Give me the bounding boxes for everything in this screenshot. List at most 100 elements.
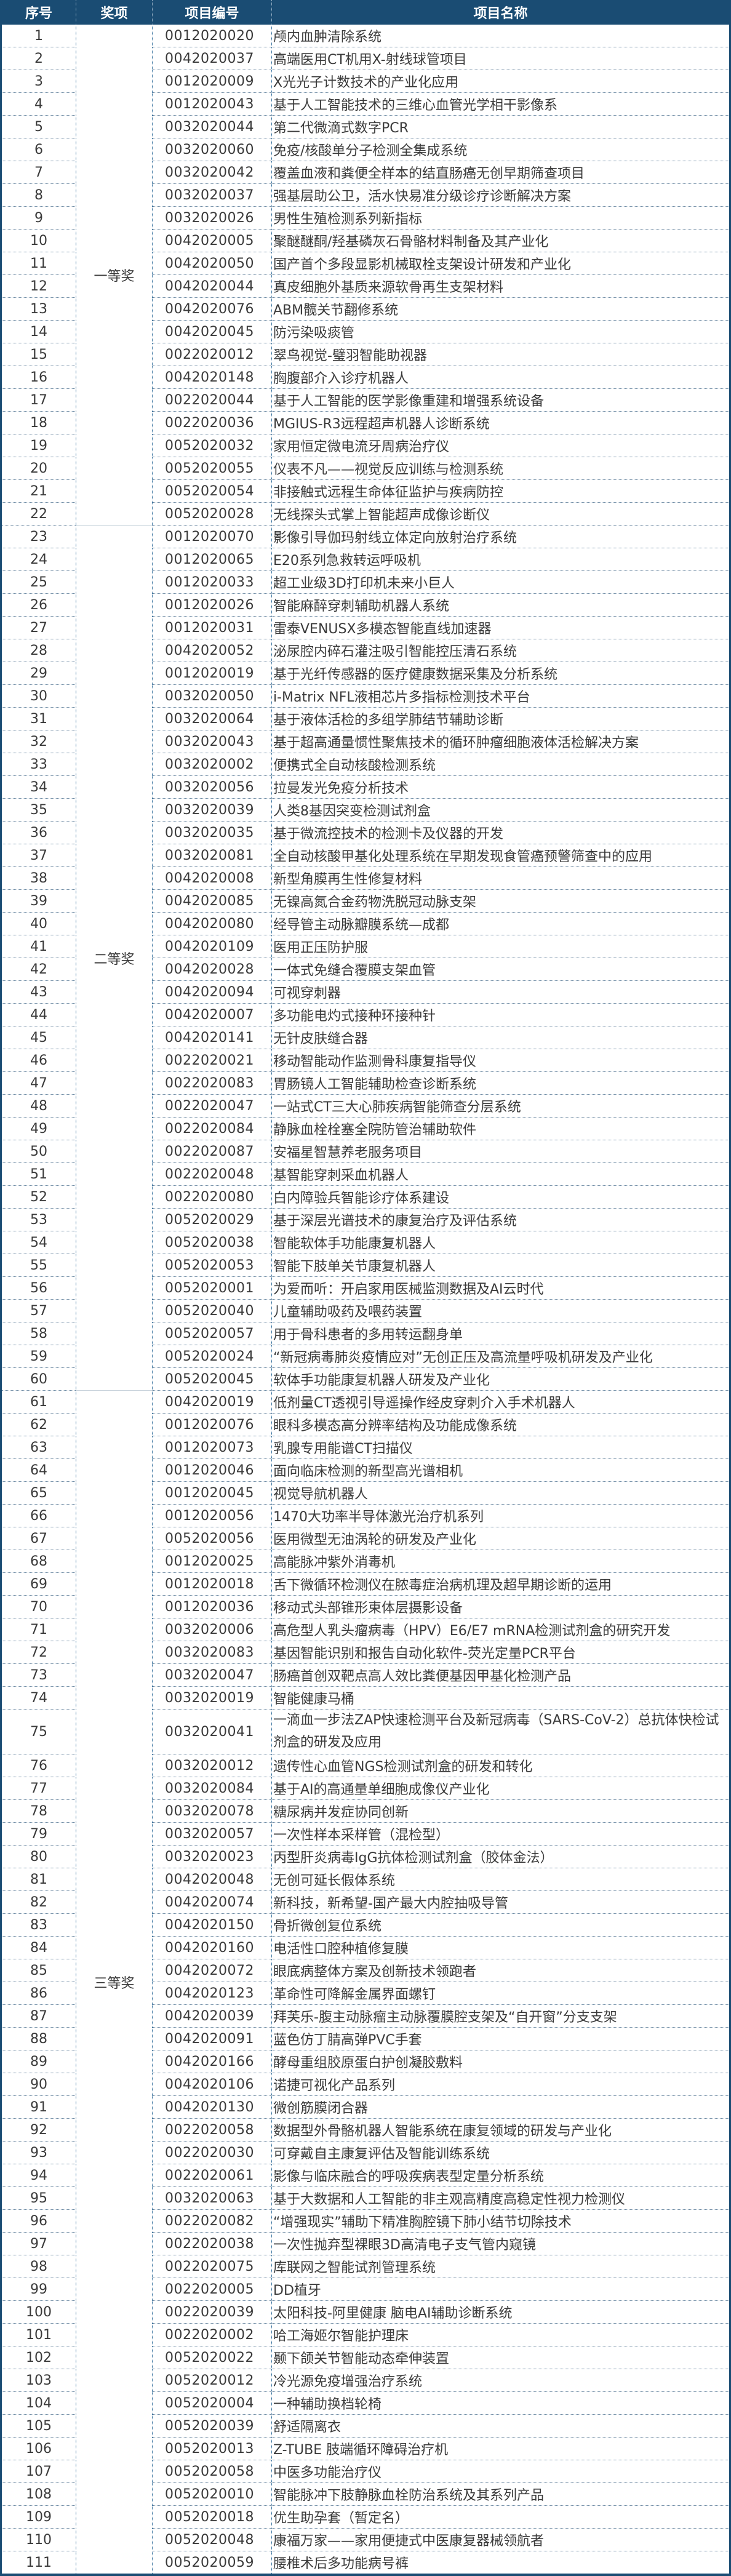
project-code: 0022020039 [152, 2300, 272, 2324]
project-name: 胸腹部介入诊疗机器人 [271, 366, 730, 389]
project-code: 0052020056 [152, 1527, 272, 1550]
table-row: 52 0022020080 白内障验兵智能诊疗体系建设 [1, 1185, 730, 1209]
row-seq: 65 [1, 1481, 76, 1505]
row-seq: 70 [1, 1595, 76, 1618]
project-name: 舒适隔离衣 [271, 2414, 730, 2438]
project-code: 0032020041 [152, 1709, 272, 1754]
table-row: 23 二等奖 0012020070 影像引导伽玛射线立体定向放射治疗系统 [1, 525, 730, 1391]
project-code: 0052020053 [152, 1254, 272, 1277]
project-code: 0052020001 [152, 1276, 272, 1300]
project-name: ABM髋关节翻修系统 [271, 297, 730, 321]
row-seq: 4 [1, 92, 76, 116]
table-row: 72 0032020083 基因智能识别和报告自动化软件-荧光定量PCR平台 [1, 1641, 730, 1664]
row-seq: 49 [1, 1117, 76, 1140]
project-name: X光光子计数技术的产业化应用 [271, 70, 730, 93]
table-row: 10 0042020005 聚醚醚酮/羟基磷灰石骨骼材料制备及其产业化 [1, 229, 730, 252]
project-code: 0042020141 [152, 1026, 272, 1049]
table-row: 79 0032020057 一次性样本采样管（混检型） [1, 1822, 730, 1846]
row-seq: 30 [1, 684, 76, 708]
table-row: 70 0012020036 移动式头部锥形束体层摄影设备 [1, 1595, 730, 1618]
project-code: 0052020024 [152, 1345, 272, 1368]
project-code: 0032020002 [152, 753, 272, 776]
row-seq: 3 [1, 70, 76, 93]
table-row: 95 0032020063 基于大数据和人工智能的非主观高精度高稳定性视力检测仪 [1, 2186, 730, 2210]
row-seq: 15 [1, 343, 76, 366]
row-seq: 82 [1, 1890, 76, 1914]
table-row: 44 0042020007 多功能电灼式接种环接种针 [1, 1003, 730, 1026]
project-name: 数据型外骨骼机器人智能系统在康复领域的研发与产业化 [271, 2118, 730, 2142]
project-name: 一站式CT三大心肺疾病智能筛查分层系统 [271, 1094, 730, 1118]
table-row: 26 0012020026 智能麻醉穿刺辅助机器人系统 [1, 593, 730, 617]
row-seq: 36 [1, 821, 76, 844]
project-name: 电活性口腔种植修复膜 [271, 1936, 730, 1959]
project-name: 经导管主动脉瓣膜系统—成都 [271, 912, 730, 935]
project-name: 视觉导航机器人 [271, 1481, 730, 1505]
table-row: 48 0022020047 一站式CT三大心肺疾病智能筛查分层系统 [1, 1094, 730, 1118]
table-row: 59 0052020024 “新冠病毒肺炎疫情应对”无创正压及高流量呼吸机研发及产业… [1, 1345, 730, 1368]
project-name: 雷泰VENUSX多模态智能直线加速器 [271, 616, 730, 639]
row-seq: 1 [1, 25, 76, 47]
project-code: 0042020037 [152, 47, 272, 70]
table-row: 24 0012020065 E20系列急救转运呼吸机 [1, 548, 730, 571]
project-code: 0022020012 [152, 343, 272, 366]
table-row: 54 0052020038 智能软体手功能康复机器人 [1, 1231, 730, 1254]
table-row: 69 0012020018 舌下微循环检测仪在脓毒症治病机理及超早期诊断的运用 [1, 1572, 730, 1596]
table-row: 62 0012020076 眼科多模态高分辨率结构及功能成像系统 [1, 1413, 730, 1436]
project-name: 优生助孕套（暂定名） [271, 2505, 730, 2529]
project-name: 高危型人乳头瘤病毒（HPV）E6/E7 mRNA检测试剂盒的研究开发 [271, 1618, 730, 1641]
row-seq: 22 [1, 502, 76, 526]
table-row: 104 0052020004 一种辅助换档轮椅 [1, 2391, 730, 2415]
project-name: 智能健康马桶 [271, 1686, 730, 1710]
row-seq: 95 [1, 2186, 76, 2210]
table-row: 4 0012020043 基于人工智能技术的三维心血管光学相干影像系 [1, 92, 730, 116]
table-row: 29 0012020019 基于光纤传感器的医疗健康数据采集及分析系统 [1, 662, 730, 685]
project-code: 0042020109 [152, 935, 272, 958]
row-seq: 110 [1, 2528, 76, 2551]
header-code: 项目编号 [152, 0, 272, 25]
project-code: 0052020038 [152, 1231, 272, 1254]
project-code: 0022020048 [152, 1162, 272, 1186]
row-seq: 101 [1, 2323, 76, 2346]
table-row: 82 0042020074 新科技，新希望-国产最大内腔抽吸导管 [1, 1890, 730, 1914]
project-code: 0042020050 [152, 252, 272, 275]
table-row: 9 0032020026 男性生殖检测系列新指标 [1, 206, 730, 230]
project-name: 拉曼发光免疫分析技术 [271, 775, 730, 799]
table-row: 107 0052020058 中医多功能治疗仪 [1, 2460, 730, 2483]
project-code: 0012020036 [152, 1595, 272, 1618]
award-level: 三等奖 [76, 1390, 153, 2575]
project-name: DD植牙 [271, 2278, 730, 2301]
row-seq: 25 [1, 570, 76, 594]
project-name: 人类8基因突变检测试剂盒 [271, 798, 730, 822]
project-code: 0032020078 [152, 1799, 272, 1823]
row-seq: 13 [1, 297, 76, 321]
row-seq: 109 [1, 2505, 76, 2529]
row-seq: 52 [1, 1185, 76, 1209]
project-code: 0032020047 [152, 1663, 272, 1687]
project-name: 酵母重组胶原蛋白护创凝胶敷料 [271, 2050, 730, 2073]
row-seq: 58 [1, 1322, 76, 1345]
project-name: 全自动核酸甲基化处理系统在早期发现食管癌预警筛查中的应用 [271, 844, 730, 867]
project-code: 0032020064 [152, 707, 272, 730]
table-row: 66 0012020056 1470大功率半导体激光治疗机系列 [1, 1504, 730, 1527]
project-code: 0032020060 [152, 138, 272, 161]
project-name: 智能下肢单关节康复机器人 [271, 1254, 730, 1277]
project-code: 0012020070 [152, 525, 272, 548]
project-code: 0022020087 [152, 1140, 272, 1163]
row-seq: 56 [1, 1276, 76, 1300]
project-name: 基于大数据和人工智能的非主观高精度高稳定性视力检测仪 [271, 2186, 730, 2210]
row-seq: 29 [1, 662, 76, 685]
table-row: 30 0032020050 i-Matrix NFL液相芯片多指标检测技术平台 [1, 684, 730, 708]
project-name: 诺捷可视化产品系列 [271, 2073, 730, 2096]
table-row: 45 0042020141 无针皮肤缝合器 [1, 1026, 730, 1049]
row-seq: 16 [1, 366, 76, 389]
table-row: 110 0052020048 康福万家——家用便捷式中医康复器械领航者 [1, 2528, 730, 2551]
row-seq: 19 [1, 434, 76, 457]
project-code: 0032020083 [152, 1641, 272, 1664]
row-seq: 10 [1, 229, 76, 252]
row-seq: 68 [1, 1550, 76, 1573]
row-seq: 81 [1, 1868, 76, 1891]
row-seq: 102 [1, 2346, 76, 2369]
project-name: 腰椎术后多功能病号裤 [271, 2551, 730, 2575]
row-seq: 53 [1, 1208, 76, 1231]
row-seq: 20 [1, 457, 76, 480]
